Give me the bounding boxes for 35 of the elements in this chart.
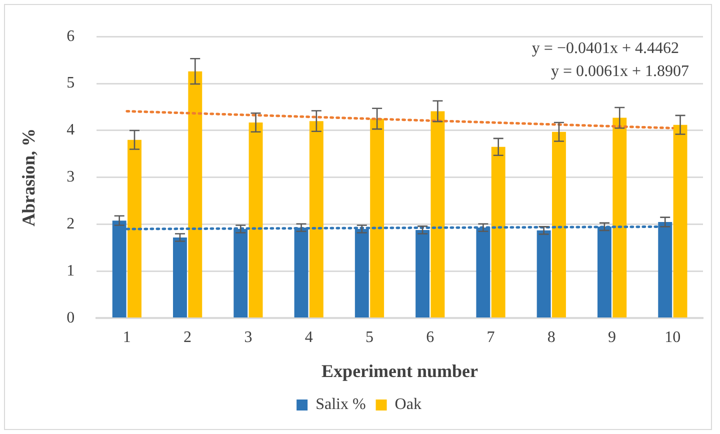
x-tick-label: 1 bbox=[122, 329, 131, 346]
x-tick-label: 9 bbox=[608, 329, 616, 346]
x-tick-label: 3 bbox=[244, 329, 252, 346]
x-tick-label: 6 bbox=[426, 329, 434, 346]
bar bbox=[552, 132, 566, 318]
bar bbox=[612, 118, 627, 318]
x-tick-label: 2 bbox=[184, 329, 192, 346]
bar bbox=[430, 111, 445, 318]
legend-label: Oak bbox=[394, 396, 422, 414]
bar bbox=[188, 71, 202, 318]
y-tick-label: 0 bbox=[66, 309, 75, 326]
bar bbox=[173, 237, 187, 318]
y-tick-label: 6 bbox=[66, 28, 75, 45]
annotation: y = −0.0401x + 4.4462 bbox=[532, 40, 679, 57]
x-tick-label: 7 bbox=[486, 329, 495, 346]
annotation: y = 0.0061x + 1.8907 bbox=[550, 62, 689, 80]
x-tick-label: 5 bbox=[365, 329, 374, 346]
bar bbox=[370, 118, 384, 318]
x-tick-label: 4 bbox=[304, 329, 313, 346]
y-tick-label: 4 bbox=[66, 122, 75, 139]
y-tick-label: 3 bbox=[66, 168, 75, 186]
x-axis-title: Experiment number bbox=[322, 360, 478, 381]
legend-label: Salix % bbox=[316, 396, 366, 414]
x-tick-label: 8 bbox=[547, 329, 556, 346]
bar bbox=[248, 122, 263, 318]
y-tick-label: 1 bbox=[66, 262, 75, 280]
bar bbox=[536, 230, 551, 318]
bar bbox=[128, 140, 142, 318]
bar bbox=[673, 124, 688, 318]
bar bbox=[309, 121, 324, 318]
y-tick-label: 2 bbox=[66, 216, 75, 233]
y-axis-title: Abrasion, % bbox=[18, 128, 38, 226]
y-tick-label: 5 bbox=[66, 74, 75, 92]
bar bbox=[491, 146, 506, 318]
x-tick-label: 10 bbox=[664, 329, 681, 346]
